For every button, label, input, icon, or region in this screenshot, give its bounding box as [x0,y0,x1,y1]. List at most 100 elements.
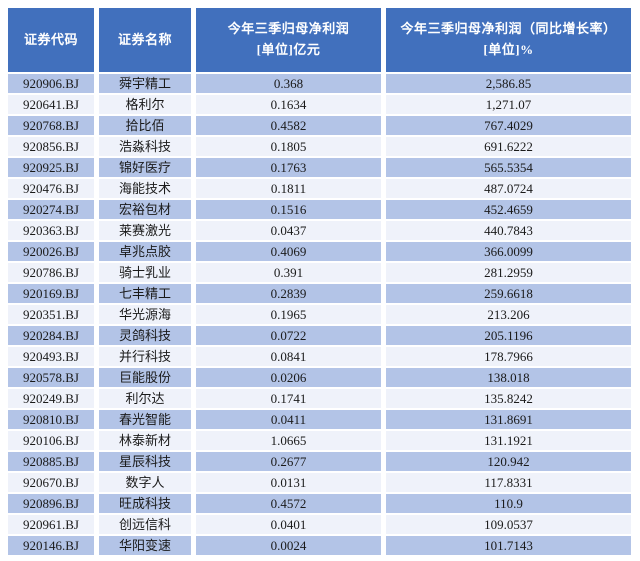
profit-cell: 0.0401 [196,515,381,534]
name-cell: 海能技术 [99,179,191,198]
profit-cell: 0.1811 [196,179,381,198]
column-header-profit-line: 今年三季归母净利润 [227,21,350,37]
table-header: 证券代码 证券名称 今年三季归母净利润 [单位]亿元 今年三季归母净利润（同比增长率） [… [8,8,631,72]
profit-cell: 0.391 [196,263,381,282]
name-cell: 卓兆点胶 [99,242,191,261]
profit-cell: 0.0841 [196,347,381,366]
column-header-growth-line: [单位]% [483,42,534,57]
code-cell: 920249.BJ [8,389,94,408]
name-cell: 星辰科技 [99,452,191,471]
name-cell: 林泰新材 [99,431,191,450]
table-row: 920961.BJ 创远信科 0.0401 109.0537 [8,515,631,534]
table-row: 920856.BJ 浩淼科技 0.1805 691.6222 [8,137,631,156]
profit-cell: 1.0665 [196,431,381,450]
profit-cell: 0.1763 [196,158,381,177]
stock-table-image: 证券代码 证券名称 今年三季归母净利润 [单位]亿元 今年三季归母净利润（同比增长率） [… [3,6,637,557]
code-cell: 920810.BJ [8,410,94,429]
profit-cell: 0.1965 [196,305,381,324]
growth-cell: 259.6618 [386,284,631,303]
growth-cell: 109.0537 [386,515,631,534]
column-header-code: 证券代码 [8,8,94,72]
table-row: 920363.BJ 莱赛激光 0.0437 440.7843 [8,221,631,240]
name-cell: 灵鸽科技 [99,326,191,345]
code-cell: 920925.BJ [8,158,94,177]
growth-cell: 110.9 [386,494,631,513]
column-header-name: 证券名称 [99,8,191,72]
profit-cell: 0.2839 [196,284,381,303]
growth-cell: 131.1921 [386,431,631,450]
name-cell: 浩淼科技 [99,137,191,156]
code-cell: 920906.BJ [8,74,94,93]
growth-cell: 691.6222 [386,137,631,156]
name-cell: 莱赛激光 [99,221,191,240]
name-cell: 创远信科 [99,515,191,534]
growth-cell: 117.8331 [386,473,631,492]
growth-cell: 366.0099 [386,242,631,261]
growth-cell: 120.942 [386,452,631,471]
code-cell: 920476.BJ [8,179,94,198]
profit-cell: 0.0024 [196,536,381,555]
name-cell: 利尔达 [99,389,191,408]
code-cell: 920768.BJ [8,116,94,135]
name-cell: 巨能股份 [99,368,191,387]
name-cell: 旺成科技 [99,494,191,513]
code-cell: 920896.BJ [8,494,94,513]
table-row: 920578.BJ 巨能股份 0.0206 138.018 [8,368,631,387]
profit-cell: 0.368 [196,74,381,93]
table-row: 920768.BJ 拾比佰 0.4582 767.4029 [8,116,631,135]
code-cell: 920351.BJ [8,305,94,324]
code-cell: 920493.BJ [8,347,94,366]
table-row: 920146.BJ 华阳变速 0.0024 101.7143 [8,536,631,555]
profit-cell: 0.0437 [196,221,381,240]
stock-table: 证券代码 证券名称 今年三季归母净利润 [单位]亿元 今年三季归母净利润（同比增长率） [… [3,6,636,557]
code-cell: 920169.BJ [8,284,94,303]
growth-cell: 452.4659 [386,200,631,219]
name-cell: 七丰精工 [99,284,191,303]
profit-cell: 0.0411 [196,410,381,429]
growth-cell: 138.018 [386,368,631,387]
table-row: 920493.BJ 并行科技 0.0841 178.7966 [8,347,631,366]
growth-cell: 101.7143 [386,536,631,555]
table-row: 920925.BJ 锦好医疗 0.1763 565.5354 [8,158,631,177]
column-header-profit: 今年三季归母净利润 [单位]亿元 [196,8,381,72]
table-row: 920641.BJ 格利尔 0.1634 1,271.07 [8,95,631,114]
name-cell: 骑士乳业 [99,263,191,282]
profit-cell: 0.0722 [196,326,381,345]
name-cell: 华光源海 [99,305,191,324]
table-row: 920810.BJ 春光智能 0.0411 131.8691 [8,410,631,429]
growth-cell: 281.2959 [386,263,631,282]
table-body: 920906.BJ 舜宇精工 0.368 2,586.85 920641.BJ 格利尔 0.… [8,74,631,555]
header-row: 证券代码 证券名称 今年三季归母净利润 [单位]亿元 今年三季归母净利润（同比增长率） [… [8,8,631,72]
growth-cell: 213.206 [386,305,631,324]
name-cell: 拾比佰 [99,116,191,135]
table-row: 920026.BJ 卓兆点胶 0.4069 366.0099 [8,242,631,261]
growth-cell: 440.7843 [386,221,631,240]
column-header-profit-line: [单位]亿元 [256,42,321,57]
profit-cell: 0.1741 [196,389,381,408]
table-row: 920284.BJ 灵鸽科技 0.0722 205.1196 [8,326,631,345]
name-cell: 格利尔 [99,95,191,114]
table-row: 920786.BJ 骑士乳业 0.391 281.2959 [8,263,631,282]
profit-cell: 0.4069 [196,242,381,261]
growth-cell: 2,586.85 [386,74,631,93]
column-header-growth-line: 今年三季归母净利润（同比增长率） [400,21,617,37]
table-row: 920274.BJ 宏裕包材 0.1516 452.4659 [8,200,631,219]
name-cell: 锦好医疗 [99,158,191,177]
name-cell: 数字人 [99,473,191,492]
column-header-growth: 今年三季归母净利润（同比增长率） [单位]% [386,8,631,72]
code-cell: 920146.BJ [8,536,94,555]
code-cell: 920856.BJ [8,137,94,156]
profit-cell: 0.1516 [196,200,381,219]
growth-cell: 487.0724 [386,179,631,198]
code-cell: 920885.BJ [8,452,94,471]
table-row: 920249.BJ 利尔达 0.1741 135.8242 [8,389,631,408]
name-cell: 舜宇精工 [99,74,191,93]
name-cell: 春光智能 [99,410,191,429]
code-cell: 920786.BJ [8,263,94,282]
growth-cell: 1,271.07 [386,95,631,114]
growth-cell: 131.8691 [386,410,631,429]
table-row: 920106.BJ 林泰新材 1.0665 131.1921 [8,431,631,450]
table-row: 920906.BJ 舜宇精工 0.368 2,586.85 [8,74,631,93]
table-row: 920896.BJ 旺成科技 0.4572 110.9 [8,494,631,513]
table-row: 920476.BJ 海能技术 0.1811 487.0724 [8,179,631,198]
